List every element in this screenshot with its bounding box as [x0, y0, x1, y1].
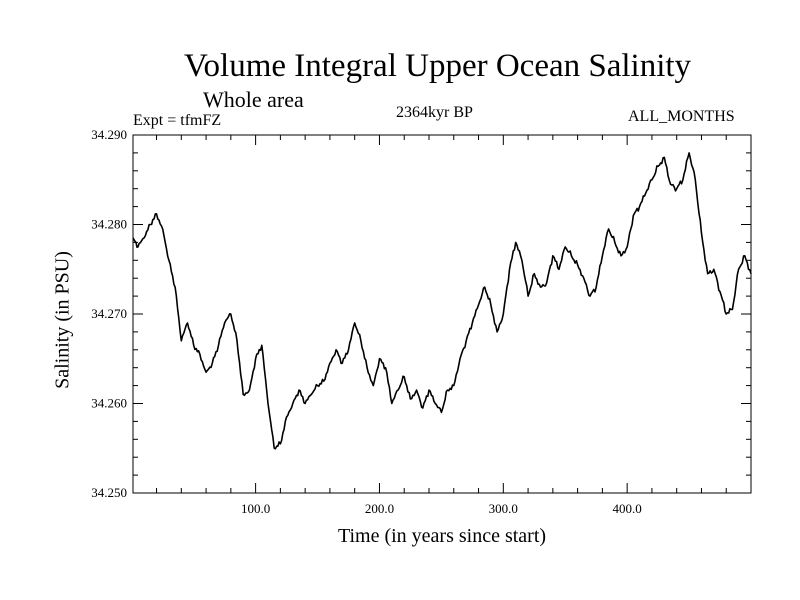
x-axis-label: Time (in years since start): [337, 525, 547, 547]
axis-ticks: [133, 134, 751, 494]
months-label: ALL_MONTHS: [628, 108, 735, 125]
x-tick-label: 200.0: [365, 501, 394, 516]
y-tick-label: 34.270: [91, 306, 127, 321]
y-tick-label: 34.260: [91, 396, 127, 411]
y-tick-label: 34.290: [91, 127, 127, 142]
chart-subtitle: Whole area: [203, 87, 304, 112]
x-tick-label: 100.0: [241, 501, 270, 516]
y-tick-label: 34.250: [91, 485, 127, 500]
x-tick-label: 300.0: [489, 501, 518, 516]
period-label: 2364kyr BP: [396, 104, 473, 121]
y-tick-label: 34.280: [91, 217, 127, 232]
x-tick-label: 400.0: [613, 501, 642, 516]
experiment-label: Expt = tfmFZ: [133, 112, 222, 129]
axis-tick-labels: 34.250 34.260 34.270 34.280 34.290 100.0 200.0…: [91, 127, 642, 516]
chart-title: Volume Integral Upper Ocean Salinity: [183, 48, 692, 84]
plot-frame: [132, 134, 752, 494]
salinity-series-line: [132, 152, 752, 450]
